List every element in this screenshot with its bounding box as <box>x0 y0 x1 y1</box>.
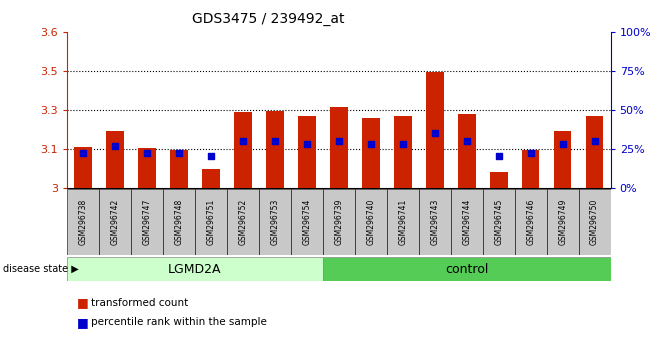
FancyBboxPatch shape <box>323 257 611 281</box>
Bar <box>586 116 603 188</box>
FancyBboxPatch shape <box>386 189 419 255</box>
FancyBboxPatch shape <box>323 189 355 255</box>
Text: ■: ■ <box>77 296 89 309</box>
Point <box>78 150 89 156</box>
Text: GSM296748: GSM296748 <box>174 199 183 245</box>
Point <box>270 138 280 144</box>
FancyBboxPatch shape <box>451 189 482 255</box>
FancyBboxPatch shape <box>547 189 578 255</box>
Point <box>558 141 568 147</box>
Point <box>142 150 152 156</box>
Bar <box>74 147 92 188</box>
Text: GSM296745: GSM296745 <box>495 199 503 245</box>
Bar <box>522 150 539 188</box>
Point <box>205 154 216 159</box>
Text: GSM296751: GSM296751 <box>207 199 215 245</box>
Text: GSM296752: GSM296752 <box>238 199 248 245</box>
Text: control: control <box>445 263 488 275</box>
Text: GSM296739: GSM296739 <box>334 199 344 245</box>
Point <box>462 138 472 144</box>
Text: GSM296749: GSM296749 <box>558 199 567 245</box>
Bar <box>138 148 156 188</box>
Text: GSM296754: GSM296754 <box>303 199 311 245</box>
Point <box>366 141 376 147</box>
Bar <box>106 131 124 188</box>
FancyBboxPatch shape <box>99 189 131 255</box>
Text: GSM296753: GSM296753 <box>270 199 279 245</box>
FancyBboxPatch shape <box>259 189 291 255</box>
FancyBboxPatch shape <box>227 189 259 255</box>
Bar <box>554 131 572 188</box>
Text: percentile rank within the sample: percentile rank within the sample <box>91 317 266 327</box>
FancyBboxPatch shape <box>195 189 227 255</box>
Text: GSM296744: GSM296744 <box>462 199 471 245</box>
Text: GSM296750: GSM296750 <box>590 199 599 245</box>
Point <box>301 141 312 147</box>
Bar <box>490 172 507 188</box>
Point <box>109 143 120 148</box>
Text: GSM296740: GSM296740 <box>366 199 375 245</box>
Text: ■: ■ <box>77 316 89 329</box>
Text: GSM296743: GSM296743 <box>430 199 440 245</box>
Bar <box>458 114 476 188</box>
Text: transformed count: transformed count <box>91 298 188 308</box>
Bar <box>234 112 252 188</box>
FancyBboxPatch shape <box>578 189 611 255</box>
Bar <box>394 116 411 188</box>
FancyBboxPatch shape <box>67 189 99 255</box>
Point <box>397 141 408 147</box>
Bar <box>266 111 284 188</box>
FancyBboxPatch shape <box>291 189 323 255</box>
Point <box>493 154 504 159</box>
FancyBboxPatch shape <box>515 189 547 255</box>
Text: GDS3475 / 239492_at: GDS3475 / 239492_at <box>192 12 345 27</box>
FancyBboxPatch shape <box>67 257 323 281</box>
Point <box>333 138 344 144</box>
Point <box>525 150 536 156</box>
Bar <box>362 118 380 188</box>
Point <box>238 138 248 144</box>
FancyBboxPatch shape <box>482 189 515 255</box>
FancyBboxPatch shape <box>419 189 451 255</box>
Text: GSM296738: GSM296738 <box>79 199 88 245</box>
Text: GSM296742: GSM296742 <box>111 199 119 245</box>
FancyBboxPatch shape <box>163 189 195 255</box>
Bar <box>330 107 348 188</box>
Point <box>429 130 440 136</box>
FancyBboxPatch shape <box>355 189 386 255</box>
FancyBboxPatch shape <box>131 189 163 255</box>
Point <box>174 150 185 156</box>
Bar <box>298 116 315 188</box>
Text: disease state ▶: disease state ▶ <box>3 264 79 274</box>
Bar <box>170 150 188 188</box>
Text: GSM296741: GSM296741 <box>399 199 407 245</box>
Bar <box>202 170 220 188</box>
Point <box>589 138 600 144</box>
Text: GSM296746: GSM296746 <box>526 199 535 245</box>
Bar <box>426 72 444 188</box>
Text: GSM296747: GSM296747 <box>142 199 152 245</box>
Text: LGMD2A: LGMD2A <box>168 263 221 275</box>
